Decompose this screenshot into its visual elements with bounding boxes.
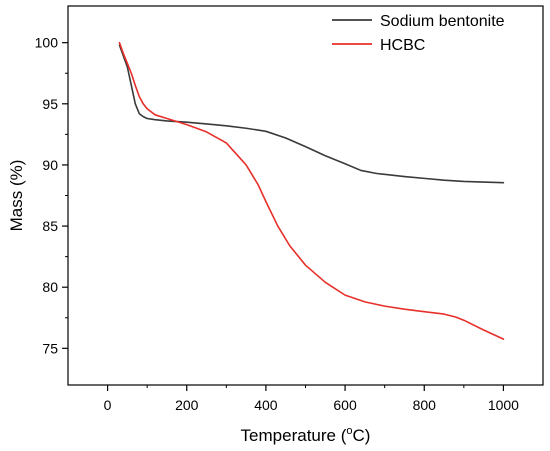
x-axis-title-main: Temperature ( [241, 426, 347, 445]
y-tick-label: 80 [42, 279, 58, 295]
y-tick-label: 85 [42, 218, 58, 234]
legend-label: Sodium bentonite [380, 13, 505, 30]
x-tick-label: 800 [413, 397, 437, 413]
y-tick-label: 90 [42, 157, 58, 173]
x-tick-label: 0 [104, 397, 112, 413]
legend: Sodium bentonite HCBC [332, 13, 505, 54]
x-tick-label: 200 [175, 397, 199, 413]
series-line-hcbc [118, 41, 505, 340]
x-tick-label: 400 [254, 397, 278, 413]
y-tick-label: 100 [35, 35, 59, 51]
y-axis: 75 80 85 90 95 100 [35, 35, 68, 356]
plot-frame [67, 5, 544, 386]
x-axis-title-unit: C) [353, 426, 371, 445]
x-axis: 0 200 400 600 800 1000 [104, 385, 519, 413]
x-axis-title: Temperature (oC) [241, 425, 371, 445]
series-lines [118, 41, 505, 340]
y-axis-title: Mass (%) [7, 160, 26, 232]
x-tick-label: 1000 [488, 397, 519, 413]
y-tick-label: 75 [42, 340, 58, 356]
x-axis-title-superscript: o [346, 425, 352, 437]
x-tick-label: 600 [333, 397, 357, 413]
series-line-sodium-bentonite [118, 44, 505, 184]
legend-label: HCBC [380, 37, 425, 54]
y-tick-label: 95 [42, 96, 58, 112]
